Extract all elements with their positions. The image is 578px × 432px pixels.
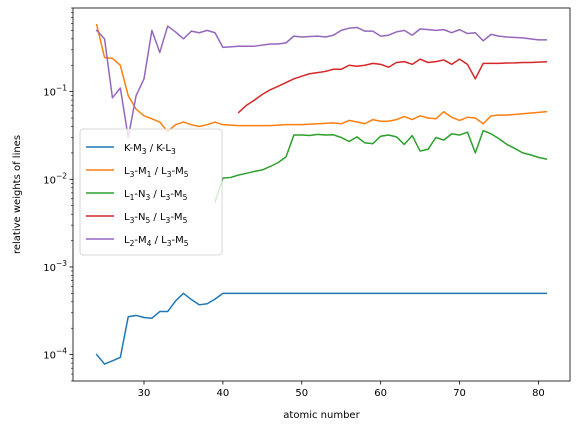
x-tick-label: 30: [138, 388, 151, 399]
x-tick-label: 80: [532, 388, 545, 399]
x-tick-label: 40: [217, 388, 230, 399]
x-axis-label: atomic number: [283, 410, 360, 421]
x-tick-label: 60: [374, 388, 387, 399]
x-tick-label: 70: [453, 388, 466, 399]
y-axis-label: relative weights of lines: [12, 135, 23, 254]
x-tick-label: 50: [295, 388, 308, 399]
